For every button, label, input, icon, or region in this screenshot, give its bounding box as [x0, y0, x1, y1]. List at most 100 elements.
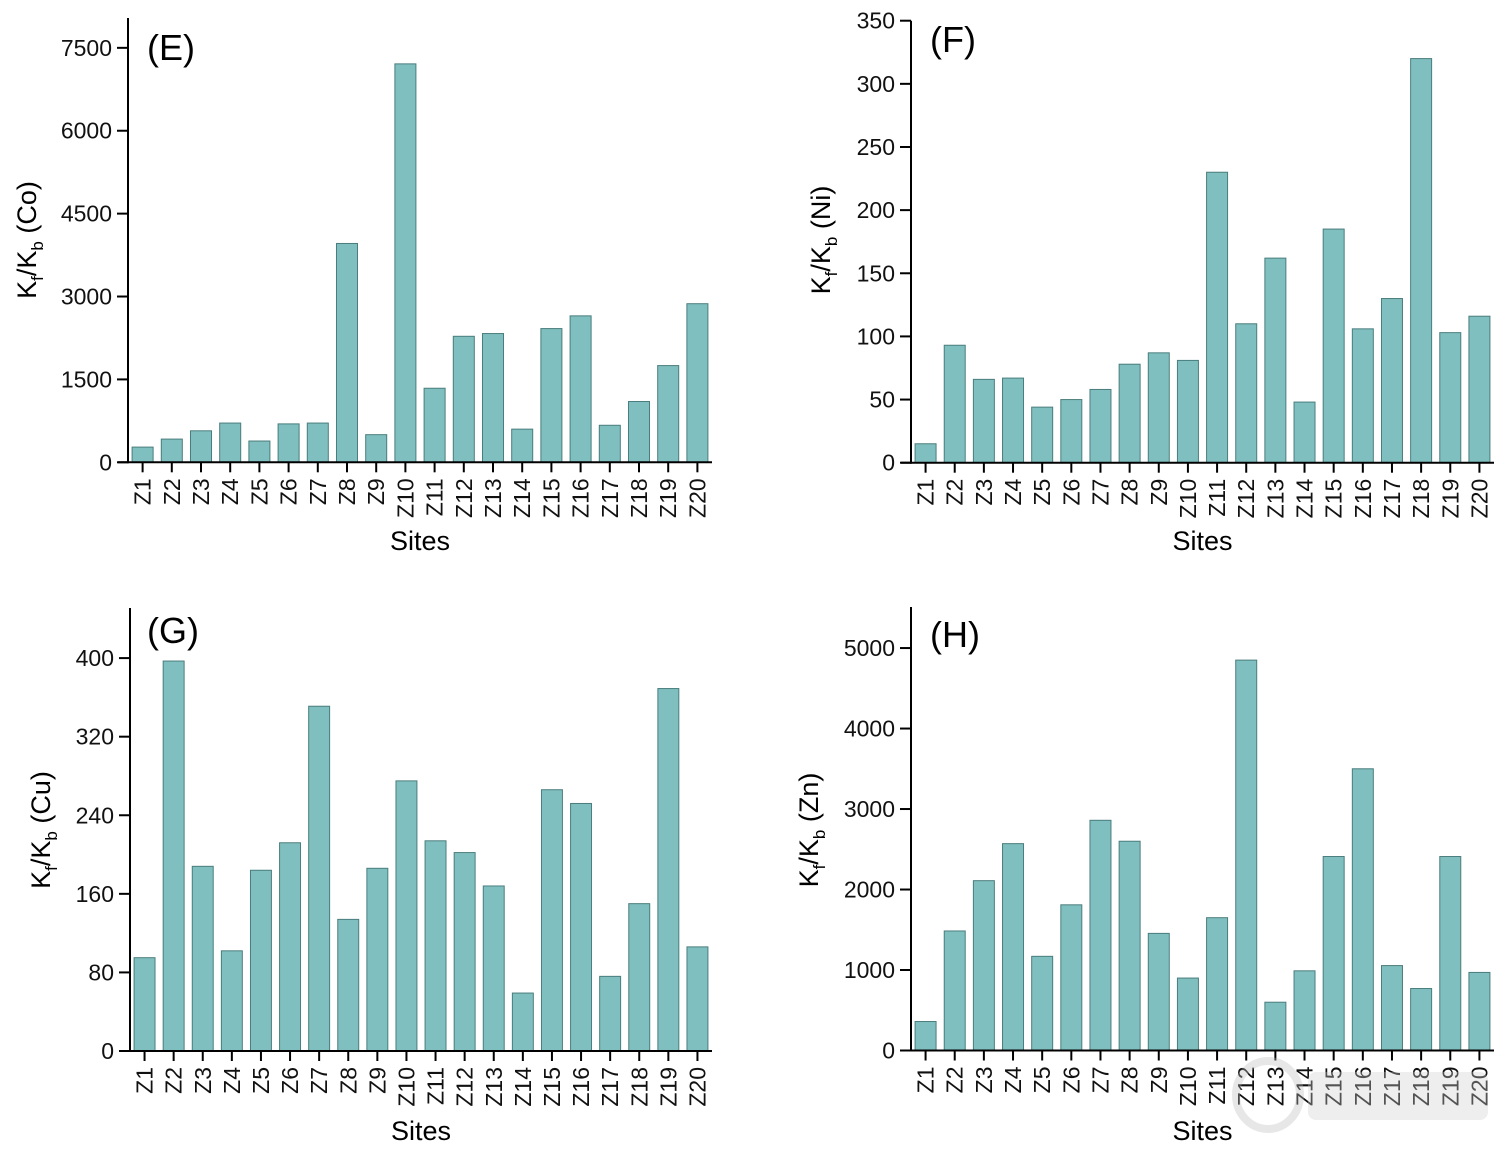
x-tick-label: Z5: [1029, 1067, 1055, 1094]
y-tick-label: 4500: [61, 201, 112, 227]
bar-z9: [1147, 352, 1170, 464]
bar-z1: [131, 446, 154, 463]
bar-z7: [1089, 388, 1112, 464]
bar-z2: [943, 930, 966, 1051]
x-tick-label: Z16: [568, 478, 594, 518]
x-tick-label: Z2: [942, 479, 968, 506]
y-tick-label: 3000: [61, 284, 112, 310]
bar-z7: [1089, 819, 1112, 1051]
x-tick-label: Z16: [568, 1067, 594, 1107]
bar-z18: [627, 401, 651, 463]
y-axis-title-sub2: b: [810, 830, 829, 839]
y-tick-label: 240: [76, 802, 114, 828]
bar-z14: [511, 992, 534, 1052]
y-axis-title: Kf/Kb (Co): [12, 181, 47, 299]
x-tick-label: Z19: [1437, 479, 1463, 519]
x-tick-label: Z1: [913, 1067, 939, 1094]
y-axis-title: Kf/Kb (Zn): [794, 773, 829, 888]
x-tick-label: Z8: [1117, 1067, 1143, 1094]
bar-z17: [1380, 965, 1403, 1052]
bar-z17: [599, 975, 622, 1052]
bar-z13: [481, 333, 505, 463]
x-tick-label: Z16: [1350, 1067, 1376, 1107]
bar-z19: [657, 688, 680, 1052]
bar-z5: [249, 869, 272, 1052]
bar-z12: [452, 335, 475, 463]
bar-z18: [1410, 58, 1433, 464]
y-tick-label: 150: [857, 260, 895, 286]
y-tick-label: 1000: [844, 957, 895, 983]
bar-z10: [1176, 977, 1199, 1051]
y-axis-title-k2: K: [26, 841, 56, 859]
x-tick-label: Z18: [626, 1067, 652, 1107]
bar-z4: [220, 950, 243, 1052]
y-axis-title-sub2: b: [42, 831, 61, 840]
bar-z11: [423, 387, 446, 463]
bar-z20: [1468, 315, 1491, 464]
x-tick-label: Z4: [219, 1067, 245, 1094]
y-axis-title-k1: K: [12, 281, 42, 299]
bar-z16: [1351, 328, 1374, 464]
x-tick-label: Z18: [626, 478, 652, 518]
y-axis-title-k2: K: [806, 246, 836, 264]
y-axis-title-rest: (Zn): [794, 773, 824, 830]
x-tick-label: Z13: [480, 478, 506, 518]
y-tick-label: 0: [101, 1038, 114, 1064]
x-tick-label: Z6: [276, 478, 302, 505]
y-tick-label: 350: [857, 8, 895, 34]
bar-z16: [1351, 768, 1374, 1052]
bar-z18: [628, 903, 651, 1052]
bar-z4: [1002, 843, 1025, 1052]
x-tick-label: Z14: [510, 1067, 536, 1107]
bar-z10: [394, 63, 417, 463]
panel-label: (H): [930, 614, 980, 655]
x-tick-label: Z10: [1175, 1067, 1201, 1107]
bar-z12: [453, 852, 476, 1052]
bar-z2: [160, 438, 183, 463]
y-axis-title-k1: K: [794, 869, 824, 887]
bar-z19: [657, 365, 680, 463]
bar-z4: [219, 422, 242, 463]
bar-z13: [1264, 257, 1287, 464]
x-tick-label: Z20: [684, 478, 710, 518]
x-tick-label: Z3: [190, 1067, 216, 1094]
bar-z10: [1176, 359, 1199, 464]
x-tick-label: Z2: [942, 1067, 968, 1094]
x-tick-label: Z16: [1350, 479, 1376, 519]
x-tick-label: Z19: [1437, 1067, 1463, 1107]
x-tick-label: Z2: [159, 478, 185, 505]
bar-z15: [1322, 228, 1345, 464]
y-tick-label: 400: [76, 645, 114, 671]
x-tick-label: Z9: [364, 1067, 390, 1094]
x-tick-label: Z5: [248, 1067, 274, 1094]
x-tick-label: Z9: [363, 478, 389, 505]
y-axis-title: Kf/Kb (Ni): [806, 186, 841, 295]
y-axis-title-slash: /: [26, 858, 56, 866]
x-tick-label: Z7: [305, 478, 331, 505]
y-tick-label: 0: [882, 450, 895, 476]
y-axis-title-slash: /: [12, 268, 42, 276]
bar-z9: [365, 434, 388, 463]
y-axis-title-k1: K: [26, 871, 56, 889]
x-tick-label: Z14: [1292, 1066, 1318, 1106]
x-tick-label: Z12: [1233, 1067, 1259, 1107]
x-tick-label: Z7: [306, 1067, 332, 1094]
x-tick-label: Z13: [1262, 479, 1288, 519]
panel-label: (G): [147, 610, 199, 651]
x-tick-label: Z12: [452, 1067, 478, 1107]
y-tick-label: 320: [76, 724, 114, 750]
x-tick-label: Z9: [1146, 479, 1172, 506]
x-tick-label: Z5: [246, 478, 272, 505]
y-tick-label: 100: [857, 323, 895, 349]
bar-z16: [570, 802, 593, 1052]
bar-z8: [335, 242, 359, 463]
y-tick-label: 200: [857, 197, 895, 223]
y-axis-title-rest: (Ni): [806, 186, 836, 237]
x-tick-label: Z10: [392, 478, 418, 518]
y-tick-label: 300: [857, 71, 895, 97]
y-axis-title-k1: K: [806, 276, 836, 294]
x-tick-label: Z18: [1408, 479, 1434, 519]
